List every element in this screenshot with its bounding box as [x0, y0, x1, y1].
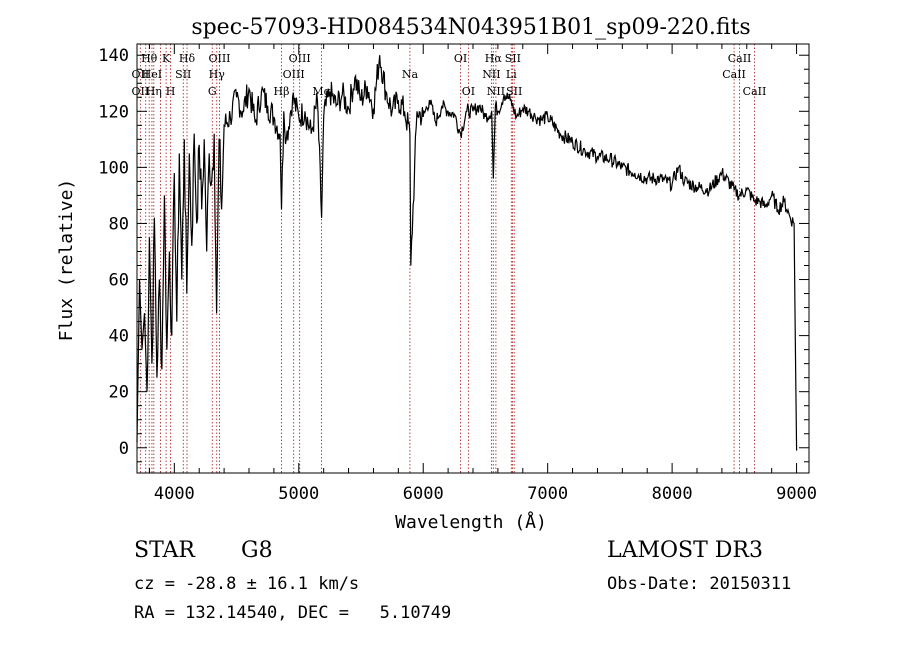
line-label-25: CaII — [728, 52, 752, 65]
line-label-22: Li — [506, 68, 517, 81]
spectrum-line — [136, 55, 798, 451]
chart-title: spec-57093-HD084534N043951B01_sp09-220.f… — [191, 15, 750, 40]
y-tick-label-0: 0 — [119, 439, 129, 459]
y-tick-label-6: 120 — [98, 102, 129, 122]
line-label-18: OI — [462, 85, 475, 98]
line-label-9: OIII — [208, 52, 230, 65]
line-label-4: Hη — [146, 85, 162, 98]
line-label-7: Hδ — [179, 52, 196, 65]
line-label-27: CaII — [743, 85, 767, 98]
x-tick-label-5: 9000 — [776, 484, 817, 504]
x-axis-label: Wavelength (Å) — [395, 511, 547, 533]
line-label-14: Hβ — [274, 85, 290, 98]
line-label-11: G — [208, 85, 217, 98]
line-label-17: OI — [454, 52, 467, 65]
x-tick-label-2: 6000 — [403, 484, 444, 504]
y-axis-label: Flux (relative) — [56, 179, 77, 342]
line-label-6: K — [162, 52, 171, 65]
y-tick-label-4: 80 — [109, 214, 129, 234]
y-tick-label-5: 100 — [98, 158, 129, 178]
x-tick-label-1: 5000 — [278, 484, 319, 504]
line-label-16: Na — [402, 68, 419, 81]
line-label-12: OIII — [289, 52, 311, 65]
line-label-20: SII — [505, 52, 521, 65]
line-label-3: OII — [132, 85, 150, 98]
line-label-0: Hθ — [141, 52, 158, 65]
y-tick-label-7: 140 — [98, 46, 129, 66]
line-label-19: Hα — [485, 52, 503, 65]
coordinates: RA = 132.14540, DEC = 5.10749 — [134, 603, 452, 623]
line-label-26: CaII — [722, 68, 746, 81]
line-label-21: NII — [482, 68, 500, 81]
object-subclass: G8 — [241, 538, 273, 563]
obs-date: Obs-Date: 20150311 — [607, 574, 792, 594]
axis-ticks: 4000 5000 6000 7000 8000 9000 0 20 40 60 80 100 120 1… — [98, 44, 817, 504]
line-label-8: SII — [175, 68, 191, 81]
survey-name: LAMOST DR3 — [607, 538, 763, 563]
redshift-text: cz = -28.8 ± 16.1 km/s — [134, 574, 360, 594]
line-label-2: HeI — [142, 68, 162, 81]
x-tick-label-0: 4000 — [154, 484, 195, 504]
line-label-10: Hγ — [209, 68, 226, 81]
line-label-24: SII — [506, 85, 522, 98]
x-tick-label-4: 8000 — [652, 484, 693, 504]
line-label-5: H — [166, 85, 176, 98]
line-label-13: OIII — [283, 68, 305, 81]
line-label-23: NII — [487, 85, 505, 98]
object-class: STAR — [134, 538, 195, 563]
line-label-1: OII — [132, 68, 150, 81]
y-tick-label-1: 20 — [109, 383, 129, 403]
x-tick-label-3: 7000 — [527, 484, 568, 504]
y-tick-label-3: 60 — [109, 271, 129, 291]
y-tick-label-2: 40 — [109, 327, 129, 347]
